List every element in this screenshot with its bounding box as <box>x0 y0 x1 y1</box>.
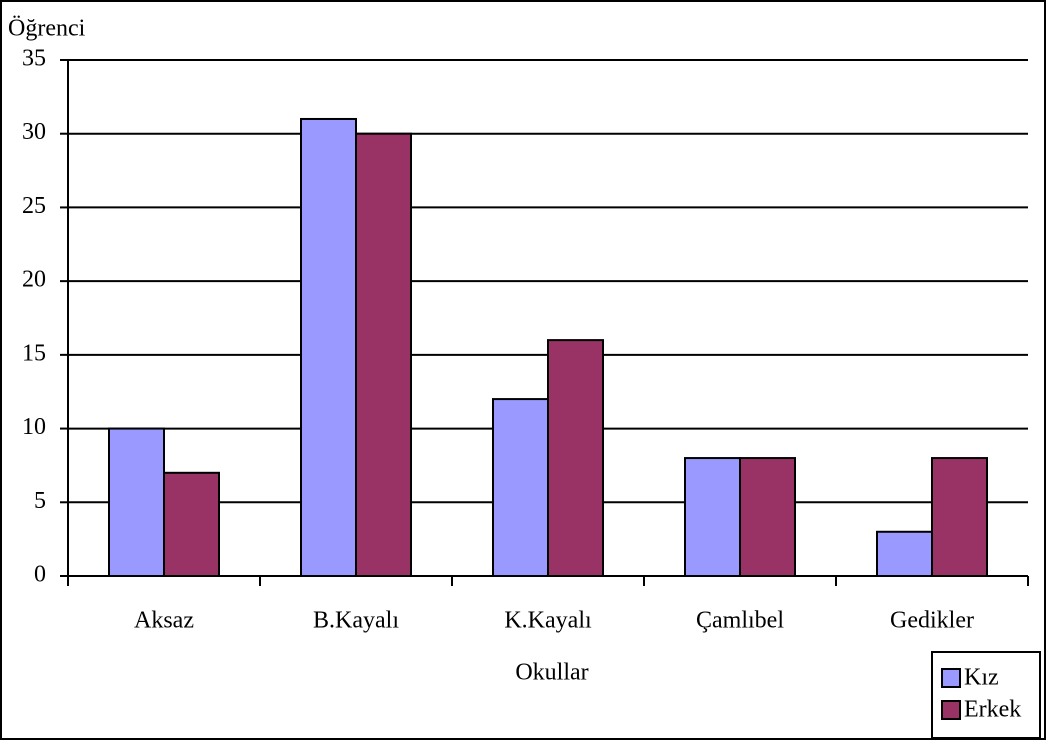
y-tick-label: 10 <box>22 414 46 440</box>
bar <box>355 132 412 577</box>
x-tick-label: Çamlıbel <box>696 608 784 634</box>
x-tick-label: Gedikler <box>890 608 974 634</box>
y-tick-label: 35 <box>22 46 46 72</box>
y-tick-label: 30 <box>22 119 46 145</box>
legend-label: Kız <box>964 665 999 691</box>
x-axis-label: Okullar <box>515 660 588 686</box>
y-tick-label: 25 <box>22 193 46 219</box>
legend-swatch <box>941 700 961 720</box>
bar <box>739 457 796 577</box>
bar <box>684 457 741 577</box>
bar <box>876 530 933 577</box>
x-tick-label: B.Kayalı <box>313 608 399 634</box>
bar <box>547 339 604 577</box>
y-tick-label: 15 <box>22 340 46 366</box>
y-tick-label: 5 <box>34 488 46 514</box>
y-axis-label: Öğrenci <box>8 16 86 42</box>
bar <box>300 117 357 577</box>
bar <box>163 471 220 577</box>
bar <box>931 457 988 577</box>
y-tick-label: 20 <box>22 267 46 293</box>
legend-swatch <box>941 668 961 688</box>
x-tick-label: K.Kayalı <box>504 608 592 634</box>
bar <box>108 427 165 578</box>
legend-box <box>931 651 1041 739</box>
bar <box>492 398 549 578</box>
x-tick-label: Aksaz <box>134 608 194 634</box>
y-tick-label: 0 <box>34 562 46 588</box>
legend-label: Erkek <box>964 697 1021 723</box>
